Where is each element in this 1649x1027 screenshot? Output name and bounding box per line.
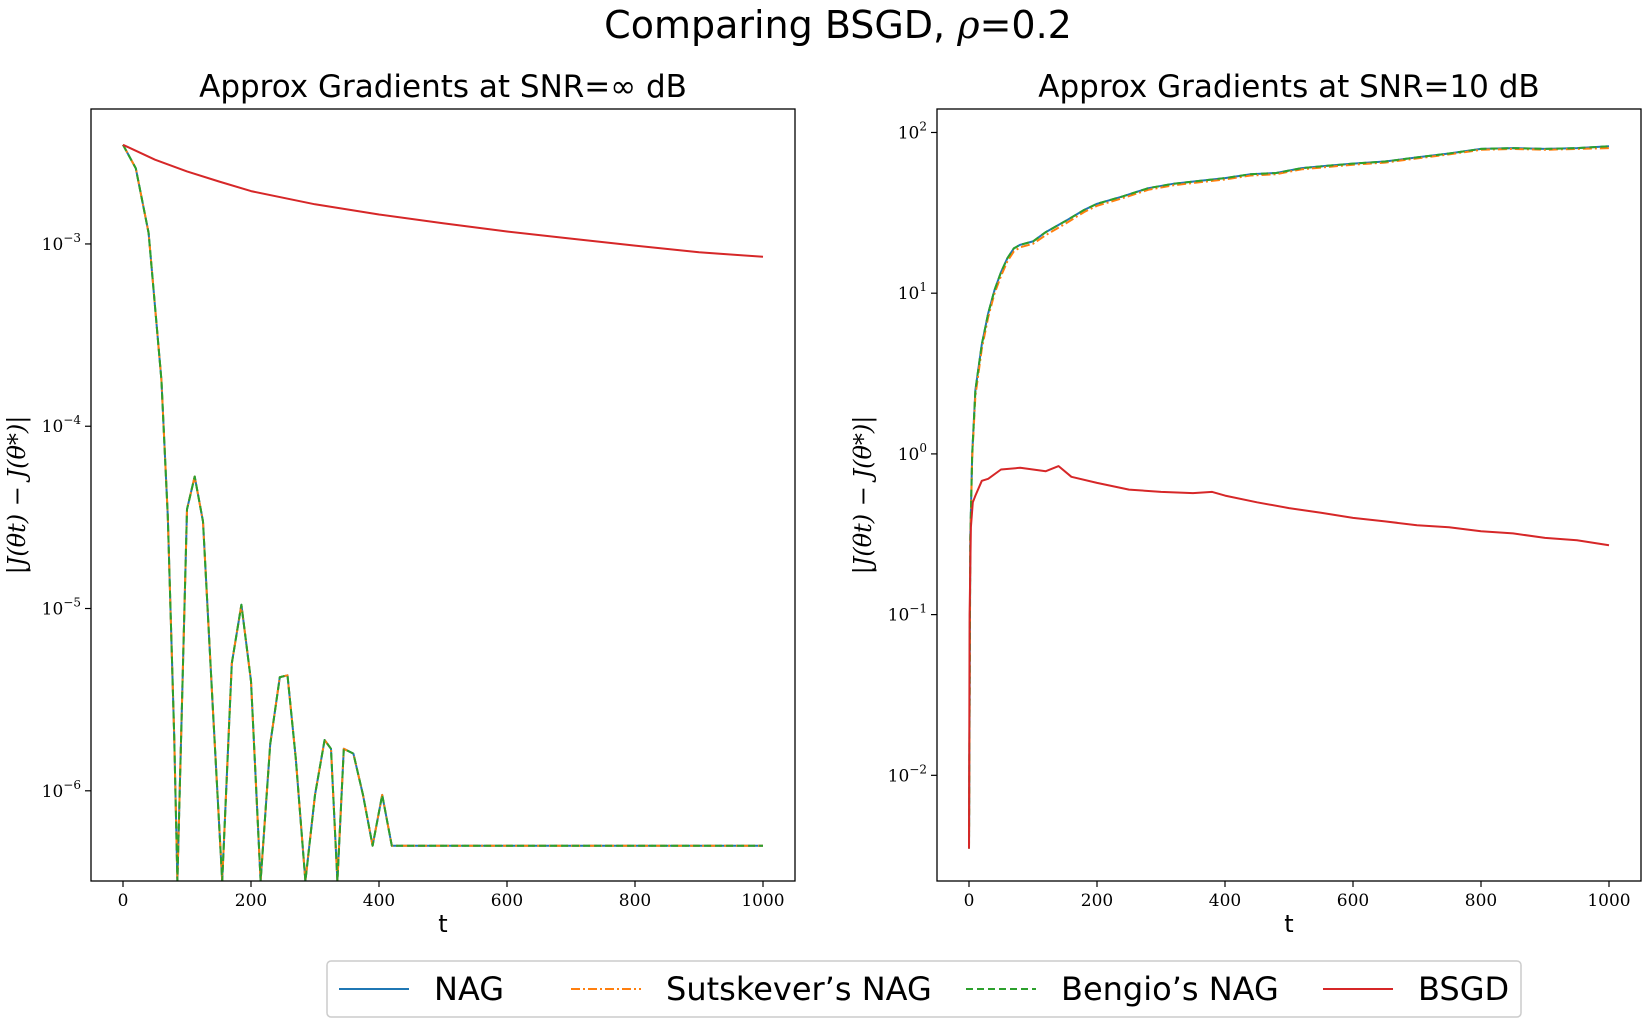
x-tick-label: 600 bbox=[1337, 891, 1369, 911]
series-line-nag bbox=[122, 144, 763, 881]
left-panel: Approx Gradients at SNR=∞ dB 0 200 400 600 80… bbox=[3, 69, 796, 938]
series-line-bengio-s-nag bbox=[968, 145, 1610, 849]
y-tick-label: 10−5 bbox=[42, 596, 81, 620]
y-tick-label: 102 bbox=[898, 119, 927, 143]
series-line-sutskever-s-nag bbox=[122, 144, 763, 881]
panel-title: Approx Gradients at SNR=∞ dB bbox=[199, 69, 687, 105]
y-tick-label: 10−3 bbox=[42, 231, 81, 255]
panel-title: Approx Gradients at SNR=10 dB bbox=[1038, 69, 1539, 105]
y-axis-label: |J(θt) − J(θ*)| bbox=[849, 416, 878, 575]
x-tick-label: 600 bbox=[491, 891, 523, 911]
x-tick-label: 0 bbox=[118, 891, 129, 911]
plot-frame bbox=[90, 108, 796, 882]
plot-lines bbox=[122, 143, 764, 881]
legend-label: NAG bbox=[434, 970, 504, 1008]
figure-title: Comparing BSGD, ρ=0.2 bbox=[604, 3, 1072, 47]
right-panel: Approx Gradients at SNR=10 dB 0 200 400 600 8… bbox=[849, 69, 1642, 938]
x-axis-label: t bbox=[1284, 910, 1293, 938]
y-tick-label: 10−6 bbox=[42, 778, 81, 802]
x-tick-label: 0 bbox=[964, 891, 975, 911]
y-tick-label: 100 bbox=[898, 441, 927, 465]
legend-label: Bengio’s NAG bbox=[1061, 970, 1279, 1008]
x-tick-label: 400 bbox=[363, 891, 395, 911]
x-tick-label: 200 bbox=[1081, 891, 1113, 911]
x-tick-label: 800 bbox=[1465, 891, 1497, 911]
series-line-bsgd bbox=[968, 465, 1610, 849]
legend-label: Sutskever’s NAG bbox=[666, 970, 932, 1008]
series-line-sutskever-s-nag bbox=[968, 147, 1610, 849]
x-axis-label: t bbox=[438, 910, 447, 938]
x-tick-label: 200 bbox=[235, 891, 267, 911]
x-tick-label: 1000 bbox=[741, 891, 784, 911]
y-tick-label: 10−1 bbox=[888, 602, 927, 626]
x-tick-label: 400 bbox=[1209, 891, 1241, 911]
series-line-bengio-s-nag bbox=[122, 144, 763, 881]
legend-label: BSGD bbox=[1418, 970, 1509, 1008]
legend: NAG Sutskever’s NAG Bengio’s NAG BSGD bbox=[326, 960, 1522, 1018]
x-tick-label: 1000 bbox=[1587, 891, 1630, 911]
y-tick-label: 10−4 bbox=[42, 413, 82, 437]
series-line-bsgd bbox=[122, 143, 764, 258]
y-tick-label: 101 bbox=[898, 280, 927, 304]
y-axis-label: |J(θt) − J(θ*)| bbox=[3, 416, 32, 575]
y-tick-label: 10−2 bbox=[888, 762, 927, 786]
plot-lines bbox=[968, 145, 1610, 849]
plot-frame bbox=[936, 108, 1642, 882]
series-line-nag bbox=[968, 145, 1610, 849]
x-tick-label: 800 bbox=[619, 891, 651, 911]
legend-box bbox=[326, 960, 1522, 1018]
